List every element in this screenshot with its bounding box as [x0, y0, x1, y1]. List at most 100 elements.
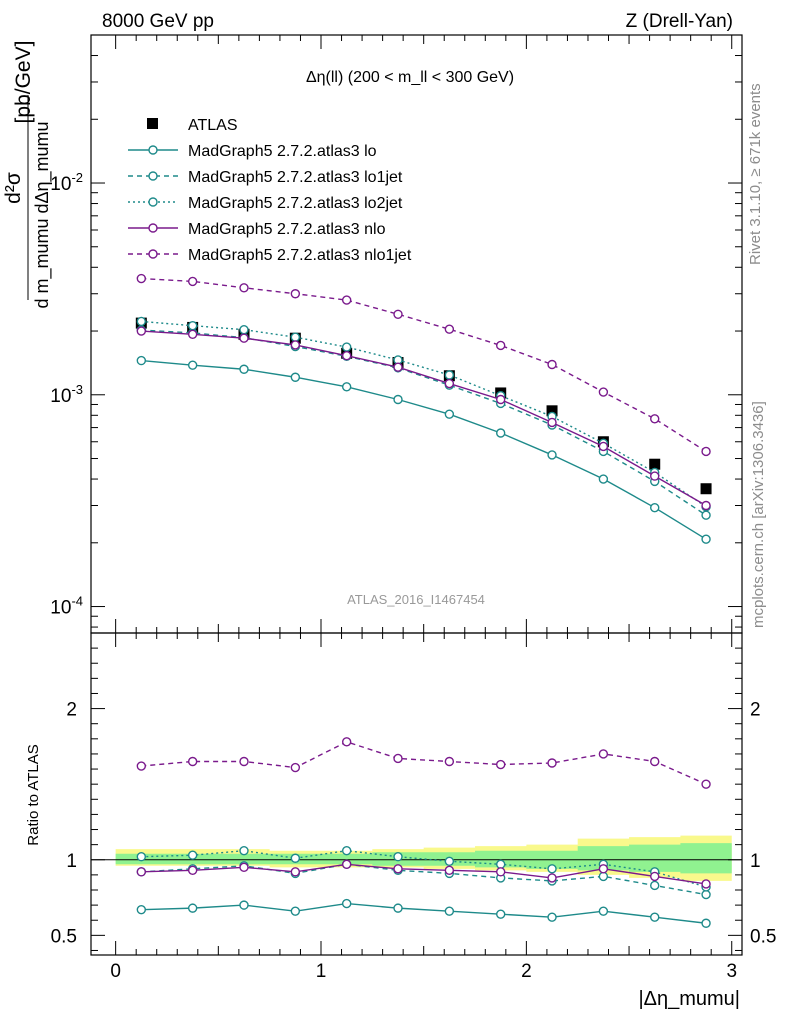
- legend-entry-3: MadGraph5 2.7.2.atlas3 lo2jet: [128, 195, 403, 212]
- header-left: 8000 GeV pp: [102, 11, 214, 32]
- ratio-uncertainty-bands: [91, 835, 742, 881]
- main-series-line: [141, 320, 707, 508]
- ratio-series-marker: [547, 912, 557, 922]
- main-series-marker: [598, 474, 609, 484]
- ratio-series-marker: [701, 918, 711, 928]
- main-series-marker: [341, 295, 352, 305]
- main-series-marker: [444, 409, 455, 419]
- main-series-marker: [495, 340, 506, 351]
- ratio-y-tick-label: 1: [66, 851, 77, 872]
- ylabel-unit: [pb/GeV]: [12, 41, 35, 124]
- main-series-marker: [701, 446, 711, 457]
- ratio-series-marker: [187, 903, 198, 913]
- main-series-marker: [393, 394, 403, 405]
- main-series-marker: [598, 387, 609, 397]
- ratio-y-tick-label: 0.5: [51, 926, 77, 947]
- ratio-series-marker: [239, 900, 249, 910]
- series-1: [136, 355, 711, 928]
- ratio-series-marker: [547, 864, 557, 874]
- ratio-series-marker: [239, 845, 249, 856]
- ratio-series-marker: [239, 756, 249, 767]
- main-series-marker: [341, 382, 352, 392]
- ratio-series-marker: [495, 909, 506, 919]
- ratio-series-marker: [547, 873, 557, 883]
- series-5: [136, 273, 711, 789]
- main-series-marker: [393, 309, 403, 319]
- y-axis-label-main: d²σ d m_mumu dΔη_mumu [pb/GeV]: [2, 41, 53, 309]
- main-series-marker: [187, 360, 198, 370]
- ratio-series-marker: [393, 753, 403, 764]
- ratio-series-marker: [598, 906, 609, 916]
- legend-marker-swatch: [148, 197, 158, 207]
- x-tick-label: 1: [316, 961, 327, 982]
- main-series-line: [141, 330, 707, 507]
- ratio-series-marker: [701, 879, 711, 889]
- main-series-marker: [341, 350, 352, 361]
- ratio-series-marker: [187, 865, 198, 876]
- main-series-marker: [547, 450, 557, 460]
- series-3: [136, 316, 711, 892]
- legend: ATLAS MadGraph5 2.7.2.atlas3 lo MadGraph5 …: [128, 117, 412, 264]
- ratio-series-marker: [393, 852, 403, 862]
- ratio-plot-frame: [90, 632, 743, 956]
- series-4: [136, 326, 711, 889]
- ylabel-numerator: d²σ: [2, 172, 25, 204]
- legend-entry-1: MadGraph5 2.7.2.atlas3 lo: [128, 143, 377, 160]
- ratio-series-marker: [444, 906, 455, 916]
- legend-label: MadGraph5 2.7.2.atlas3 lo1jet: [188, 169, 403, 186]
- main-series-marker: [187, 276, 198, 287]
- ratio-y-tick-label-right: 2: [750, 700, 761, 721]
- main-series-marker: [701, 510, 711, 520]
- legend-marker-swatch: [148, 223, 158, 233]
- ratio-series-marker: [495, 759, 506, 770]
- legend-label: ATLAS: [188, 117, 238, 134]
- ratio-series-marker: [598, 749, 609, 759]
- ylabel-denominator: d m_mumu dΔη_mumu: [32, 121, 53, 308]
- main-series-marker: [444, 370, 455, 380]
- legend-label: MadGraph5 2.7.2.atlas3 nlo1jet: [188, 247, 412, 264]
- x-tick-label: 0: [110, 961, 121, 982]
- y-tick-label: 10-2: [50, 170, 83, 195]
- ratio-series-marker: [341, 845, 352, 856]
- ratio-series-marker: [701, 889, 711, 900]
- legend-entry-5: MadGraph5 2.7.2.atlas3 nlo1jet: [128, 247, 412, 264]
- main-series-marker: [290, 340, 301, 350]
- series-0: [135, 317, 712, 495]
- legend-entry-2: MadGraph5 2.7.2.atlas3 lo1jet: [128, 169, 403, 186]
- main-series-marker: [341, 342, 352, 352]
- legend-entry-0: ATLAS: [147, 117, 238, 134]
- ratio-series-marker: [290, 853, 301, 863]
- legend-data-swatch: [147, 118, 158, 129]
- legend-marker-swatch: [148, 249, 158, 259]
- main-series-marker: [136, 316, 147, 327]
- atlas-data-point: [546, 405, 558, 417]
- ratio-series-marker: [341, 859, 352, 869]
- ratio-series-marker: [495, 859, 506, 869]
- main-series-marker: [495, 428, 506, 438]
- ratio-series-marker: [444, 865, 455, 876]
- main-series-marker: [701, 500, 711, 511]
- y-tick-label: 10-4: [50, 594, 83, 619]
- main-series-marker: [239, 324, 249, 335]
- main-series-marker: [239, 283, 249, 293]
- main-series-marker: [547, 417, 557, 428]
- chart-marks: [135, 273, 712, 928]
- main-series-marker: [136, 355, 147, 366]
- ratio-series-marker: [444, 856, 455, 866]
- main-series-marker: [650, 471, 660, 481]
- main-series-marker: [239, 333, 249, 343]
- main-series-marker: [598, 441, 609, 452]
- ratio-series-marker: [495, 867, 506, 877]
- ratio-series-marker: [650, 880, 660, 891]
- ratio-series-line: [141, 902, 707, 924]
- ratio-series-marker: [650, 756, 660, 767]
- main-series-marker: [136, 273, 147, 284]
- main-series-marker: [444, 324, 455, 334]
- ratio-series-marker: [650, 912, 660, 922]
- main-series-marker: [444, 378, 455, 389]
- main-series-line: [141, 329, 707, 516]
- ratio-series-marker: [187, 850, 198, 860]
- legend-marker-swatch: [148, 145, 158, 155]
- main-series-marker: [290, 332, 301, 342]
- ratio-series-marker: [136, 904, 147, 915]
